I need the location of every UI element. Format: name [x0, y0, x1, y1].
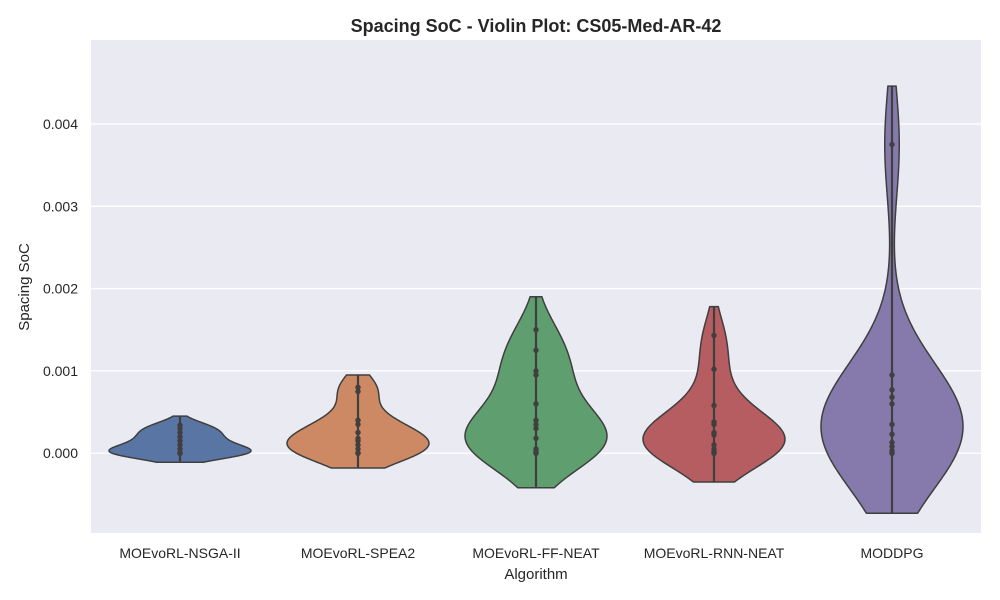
violin-moevorl-spea2	[286, 374, 430, 469]
data-point	[177, 442, 183, 448]
data-point	[533, 435, 539, 442]
data-point	[177, 422, 183, 428]
data-point	[533, 425, 539, 432]
data-point	[889, 431, 895, 437]
violin-moddpg	[820, 85, 964, 514]
data-point	[355, 384, 361, 391]
data-point	[889, 447, 895, 454]
data-point	[177, 434, 183, 440]
x-tick-label: MODDPG	[861, 545, 924, 561]
y-axis-ticks: 0.000 0.001 0.002 0.003 0.004	[43, 116, 78, 461]
y-tick-label: 0.004	[43, 116, 78, 132]
data-point	[355, 421, 361, 428]
data-point	[711, 442, 717, 448]
data-point	[533, 401, 539, 407]
x-tick-label: MOEvoRL-FF-NEAT	[472, 545, 600, 561]
data-point	[177, 438, 183, 444]
data-point	[711, 402, 717, 409]
y-tick-label: 0.002	[43, 281, 78, 297]
data-point	[889, 421, 895, 428]
data-point	[533, 372, 539, 378]
y-tick-label: 0.001	[43, 363, 78, 379]
data-point	[889, 141, 895, 148]
data-point	[889, 439, 895, 446]
data-point	[711, 446, 717, 452]
data-point	[533, 327, 539, 333]
data-point	[533, 417, 539, 423]
data-point	[889, 372, 895, 378]
data-point	[355, 446, 361, 452]
data-point	[889, 443, 895, 450]
chart-title: Spacing SoC - Violin Plot: CS05-Med-AR-4…	[351, 16, 722, 36]
y-tick-label: 0.003	[43, 198, 78, 214]
data-point	[355, 442, 361, 448]
data-point	[711, 366, 717, 372]
data-point	[355, 388, 361, 395]
data-point	[889, 387, 895, 393]
x-tick-label: MOEvoRL-RNN-NEAT	[644, 545, 785, 561]
violins	[108, 85, 964, 514]
data-point	[711, 332, 717, 339]
data-point	[177, 446, 183, 452]
data-point	[533, 368, 539, 374]
x-axis-label: Algorithm	[504, 566, 567, 583]
data-point	[355, 417, 361, 423]
x-tick-label: MOEvoRL-SPEA2	[301, 545, 416, 561]
data-point	[177, 450, 183, 456]
violin-moevorl-ff-neat	[464, 296, 608, 489]
data-point	[533, 347, 539, 353]
x-axis-ticks: MOEvoRL-NSGA-II MOEvoRL-SPEA2 MOEvoRL-FF-N…	[119, 545, 923, 561]
data-point	[711, 429, 717, 436]
y-axis-label: Spacing SoC	[16, 243, 33, 331]
data-point	[533, 421, 539, 428]
x-tick-label: MOEvoRL-NSGA-II	[119, 545, 240, 561]
data-point	[355, 429, 361, 436]
violin-moevorl-rnn-neat	[642, 305, 786, 483]
data-point	[711, 419, 717, 425]
data-point	[355, 435, 361, 442]
data-point	[355, 450, 361, 456]
y-tick-label: 0.000	[43, 445, 78, 461]
violin-moevorl-nsga-ii	[108, 415, 252, 463]
data-point	[533, 446, 539, 452]
data-point	[889, 401, 895, 407]
data-point	[889, 394, 895, 400]
data-point	[177, 429, 183, 436]
